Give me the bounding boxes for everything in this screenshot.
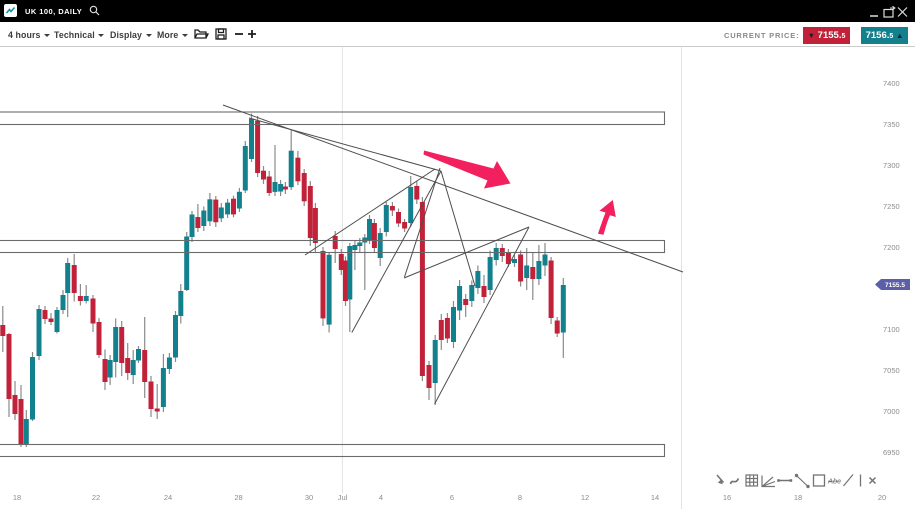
svg-text:12: 12 bbox=[581, 493, 589, 502]
svg-text:30: 30 bbox=[305, 493, 313, 502]
svg-text:8: 8 bbox=[518, 493, 522, 502]
svg-text:20: 20 bbox=[878, 493, 886, 502]
svg-text:7155.5: 7155.5 bbox=[885, 282, 905, 289]
svg-text:24: 24 bbox=[164, 493, 172, 502]
svg-text:6950: 6950 bbox=[883, 448, 900, 457]
svg-text:18: 18 bbox=[13, 493, 21, 502]
svg-text:14: 14 bbox=[651, 493, 659, 502]
svg-text:Jul: Jul bbox=[338, 493, 348, 502]
svg-text:7300: 7300 bbox=[883, 161, 900, 170]
svg-text:7100: 7100 bbox=[883, 325, 900, 334]
svg-text:22: 22 bbox=[92, 493, 100, 502]
svg-text:6: 6 bbox=[450, 493, 454, 502]
svg-text:7400: 7400 bbox=[883, 79, 900, 88]
svg-text:7200: 7200 bbox=[883, 243, 900, 252]
svg-text:7050: 7050 bbox=[883, 366, 900, 375]
svg-text:18: 18 bbox=[794, 493, 802, 502]
svg-text:28: 28 bbox=[234, 493, 242, 502]
svg-text:7250: 7250 bbox=[883, 202, 900, 211]
svg-text:Abc: Abc bbox=[827, 477, 841, 486]
svg-text:7000: 7000 bbox=[883, 407, 900, 416]
svg-text:7350: 7350 bbox=[883, 120, 900, 129]
svg-text:16: 16 bbox=[723, 493, 731, 502]
svg-text:4: 4 bbox=[379, 493, 383, 502]
